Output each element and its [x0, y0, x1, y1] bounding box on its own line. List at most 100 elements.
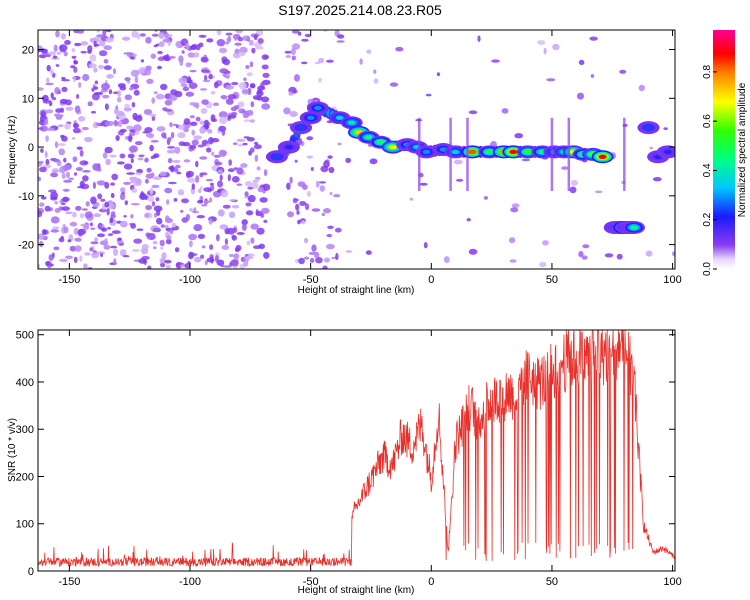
noise-speckle: [216, 30, 222, 36]
noise-speckle: [253, 141, 259, 145]
noise-speckle: [79, 149, 84, 157]
noise-speckle: [619, 69, 627, 74]
noise-speckle: [87, 45, 93, 53]
noise-speckle: [234, 48, 240, 54]
noise-speckle: [261, 64, 269, 70]
noise-speckle: [103, 45, 112, 51]
noise-speckle: [100, 253, 104, 257]
noise-speckle: [210, 114, 216, 122]
snr-y-tick-label: 0: [28, 566, 34, 578]
noise-speckle: [72, 156, 78, 163]
spectrogram-x-tick-label: 50: [546, 274, 558, 286]
noise-speckle: [283, 107, 291, 115]
noise-speckle: [71, 55, 77, 59]
noise-speckle: [188, 82, 198, 89]
spectrogram-x-tick-label: 100: [663, 274, 681, 286]
noise-speckle: [232, 142, 238, 145]
noise-speckle: [247, 194, 256, 203]
noise-speckle: [255, 210, 263, 216]
noise-speckle: [170, 131, 175, 139]
noise-speckle: [183, 127, 189, 133]
noise-speckle: [297, 31, 302, 36]
noise-speckle: [187, 52, 196, 58]
noise-speckle: [141, 244, 149, 250]
noise-speckle: [468, 110, 478, 115]
noise-speckle: [318, 181, 326, 184]
colorbar-gradient: [713, 30, 735, 269]
noise-speckle: [334, 227, 342, 233]
noise-speckle: [542, 240, 549, 246]
noise-speckle: [227, 168, 235, 173]
noise-speckle: [257, 186, 264, 193]
noise-speckle: [228, 254, 234, 257]
colorbar-tick-label: 0.0: [702, 262, 713, 276]
noise-speckle: [191, 139, 199, 146]
noise-speckle: [149, 187, 154, 195]
noise-speckle: [165, 199, 170, 205]
noise-speckle: [395, 46, 404, 52]
noise-speckle: [144, 213, 150, 218]
noise-speckle: [226, 38, 231, 42]
noise-speckle: [51, 168, 60, 173]
noise-speckle: [162, 55, 169, 60]
noise-speckle: [105, 30, 112, 33]
noise-speckle: [126, 125, 134, 130]
noise-speckle: [164, 108, 173, 112]
noise-speckle: [253, 144, 262, 150]
noise-speckle: [130, 158, 134, 164]
noise-speckle: [71, 137, 76, 140]
noise-speckle: [82, 175, 89, 182]
noise-speckle: [247, 186, 254, 190]
noise-speckle: [162, 38, 172, 43]
noise-speckle: [306, 190, 311, 197]
noise-speckle: [137, 157, 144, 161]
noise-speckle: [38, 233, 45, 240]
noise-speckle: [335, 252, 339, 261]
noise-speckle: [60, 33, 67, 40]
noise-speckle: [257, 38, 264, 44]
noise-speckle: [578, 250, 584, 258]
noise-speckle: [145, 65, 152, 71]
noise-speckle: [81, 208, 88, 211]
ridge-peak: [284, 144, 293, 150]
ridge-peak: [297, 125, 305, 130]
noise-speckle: [164, 259, 172, 264]
noise-speckle: [169, 228, 174, 235]
noise-speckle: [235, 30, 244, 34]
noise-speckle: [255, 46, 264, 50]
noise-speckle: [291, 30, 300, 34]
noise-speckle: [188, 233, 198, 241]
noise-speckle: [250, 237, 255, 244]
noise-speckle: [232, 227, 238, 234]
noise-speckle: [38, 54, 47, 59]
noise-speckle: [160, 246, 164, 250]
noise-speckle: [254, 154, 259, 162]
noise-speckle: [114, 121, 119, 126]
noise-speckle: [214, 161, 223, 166]
noise-speckle: [182, 142, 191, 147]
noise-speckle: [221, 245, 230, 250]
noise-speckle: [104, 103, 109, 111]
noise-speckle: [296, 210, 300, 216]
noise-speckle: [151, 33, 159, 37]
noise-speckle: [94, 237, 99, 242]
noise-speckle: [179, 59, 184, 66]
noise-speckle: [166, 235, 172, 241]
noise-speckle: [84, 252, 91, 256]
noise-speckle: [144, 127, 153, 133]
noise-speckle: [306, 155, 314, 159]
noise-speckle: [85, 201, 90, 207]
noise-speckle: [289, 176, 293, 184]
noise-speckle: [158, 41, 165, 47]
noise-speckle: [38, 176, 42, 182]
noise-speckle: [256, 166, 261, 171]
noise-speckle: [409, 197, 414, 201]
noise-speckle: [111, 173, 119, 181]
noise-speckle: [153, 91, 158, 95]
noise-speckle: [203, 200, 211, 203]
noise-speckle: [200, 172, 208, 176]
noise-speckle: [45, 135, 49, 142]
spectrogram-noise-speckles: [38, 30, 675, 269]
noise-speckle: [132, 183, 142, 187]
noise-speckle: [119, 192, 126, 201]
